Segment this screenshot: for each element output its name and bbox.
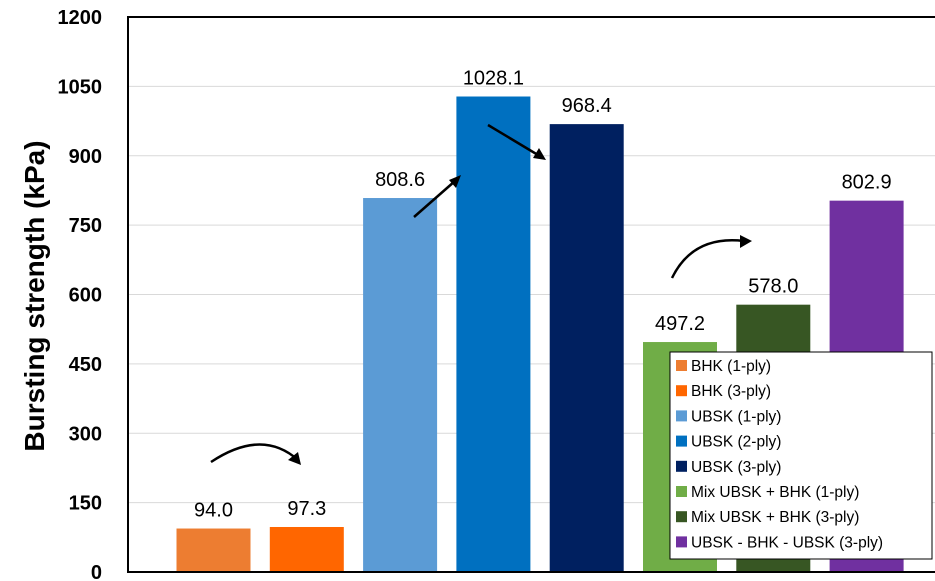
arrowhead-bhk-icon — [288, 452, 301, 465]
y-tick-label: 300 — [69, 423, 102, 445]
arrow-mix-icon — [670, 239, 745, 279]
arrowhead-ubsk-2-icon — [533, 148, 546, 160]
legend-swatch — [676, 410, 687, 422]
bar — [549, 124, 624, 573]
arrow-ubsk-2-icon — [487, 123, 539, 157]
data-label: 968.4 — [562, 95, 612, 117]
data-label: 94.0 — [194, 500, 233, 522]
legend-swatch — [676, 486, 687, 497]
data-label: 802.9 — [842, 172, 892, 194]
data-label: 97.3 — [287, 498, 326, 520]
y-tick-label: 150 — [69, 493, 102, 515]
y-axis-ticks: 0 150 300 450 600 750 900 1050 1200 — [58, 7, 103, 581]
y-tick-label: 1050 — [58, 76, 103, 98]
legend-label: BHK (1-ply) — [691, 358, 771, 375]
legend-label: BHK (3-ply) — [691, 383, 771, 400]
y-tick-label: 450 — [69, 354, 102, 376]
y-tick-label: 1200 — [58, 7, 103, 29]
legend-label: UBSK (2-ply) — [691, 434, 781, 451]
data-labels: 94.0 97.3 808.6 1028.1 968.4 497.2 578.0 802.9 — [194, 68, 892, 522]
legend-swatch — [676, 360, 687, 371]
data-label: 1028.1 — [463, 68, 524, 90]
bar — [269, 526, 344, 572]
data-label: 808.6 — [375, 169, 425, 191]
y-tick-label: 900 — [69, 146, 102, 168]
plot-area-frame — [127, 16, 935, 573]
trend-arrows — [210, 123, 752, 465]
data-label: 497.2 — [655, 313, 705, 335]
legend-label: UBSK (1-ply) — [691, 408, 781, 425]
arrowhead-ubsk-1-icon — [449, 175, 461, 188]
legend-label: Mix UBSK + BHK (1-ply) — [691, 484, 859, 501]
legend: BHK (1-ply) BHK (3-ply) UBSK (1-ply) UBSK (… — [669, 351, 933, 560]
legend-swatch — [676, 460, 687, 472]
arrow-bhk-icon — [210, 443, 299, 464]
legend-swatch — [676, 511, 687, 523]
bar — [456, 96, 531, 572]
legend-label: UBSK (3-ply) — [691, 459, 781, 476]
legend-label: Mix UBSK + BHK (3-ply) — [691, 509, 859, 526]
data-label: 578.0 — [748, 276, 798, 298]
legend-box — [669, 351, 933, 560]
legend-swatch — [676, 536, 687, 548]
bar — [363, 198, 438, 572]
y-axis-label: Bursting strength (kPa) — [19, 140, 50, 451]
arrow-ubsk-1-icon — [413, 180, 456, 218]
y-tick-label: 0 — [91, 562, 102, 581]
y-tick-label: 750 — [69, 215, 102, 237]
y-tick-label: 600 — [69, 285, 102, 307]
legend-swatch — [676, 435, 687, 447]
arrowhead-mix-icon — [740, 235, 752, 248]
bar — [176, 528, 251, 572]
legend-label: UBSK - BHK - UBSK (3-ply) — [691, 534, 883, 551]
legend-swatch — [676, 385, 687, 397]
